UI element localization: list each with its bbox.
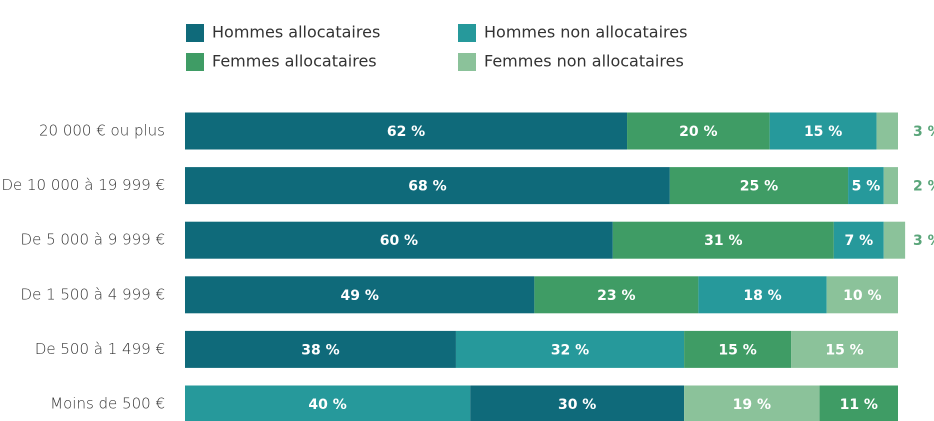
value-label: 23 % — [597, 288, 635, 304]
bar-segment — [534, 276, 699, 314]
value-label: 18 % — [743, 288, 781, 304]
category-label: 20 000 € ou plus — [39, 122, 165, 140]
value-label: 20 % — [679, 124, 717, 140]
legend-swatch — [458, 24, 476, 42]
value-label: 3 % — [913, 233, 934, 249]
bar-segment — [185, 330, 456, 368]
category-label: De 1 500 à 4 999 € — [21, 285, 165, 303]
bar-segment — [876, 112, 898, 150]
value-label: 10 % — [843, 288, 881, 304]
bar-segment — [185, 385, 471, 421]
bar-segment — [627, 112, 770, 150]
value-label: 32 % — [551, 342, 589, 358]
value-label: 49 % — [340, 288, 378, 304]
bar-segment — [612, 221, 834, 259]
value-label: 31 % — [704, 233, 742, 249]
legend-swatch — [458, 53, 476, 71]
bar-segment — [883, 221, 906, 259]
value-label: 3 % — [913, 124, 934, 140]
value-label: 30 % — [558, 397, 596, 413]
value-label: 68 % — [408, 179, 446, 195]
bar-segment — [684, 385, 820, 421]
bar-segment — [769, 112, 877, 150]
legend-swatch — [186, 53, 204, 71]
bar-segment — [455, 330, 685, 368]
legend-label: Hommes allocataires — [212, 23, 380, 42]
bar-segment — [826, 276, 898, 314]
category-label: De 500 à 1 499 € — [35, 340, 165, 358]
value-label: 62 % — [387, 124, 425, 140]
bar-segment — [669, 167, 849, 205]
legend-label: Femmes allocataires — [212, 52, 377, 71]
legend-label: Hommes non allocataires — [484, 23, 687, 42]
bar-segment — [470, 385, 685, 421]
bar-segment — [883, 167, 898, 205]
value-label: 15 % — [804, 124, 842, 140]
value-label: 60 % — [380, 233, 418, 249]
value-label: 15 % — [718, 342, 756, 358]
legend-swatch — [186, 24, 204, 42]
value-label: 5 % — [852, 179, 881, 195]
bar-segment — [833, 221, 884, 259]
bar-segment — [185, 112, 628, 150]
bar-segment — [819, 385, 898, 421]
category-label: De 10 000 à 19 999 € — [1, 176, 165, 194]
category-label: De 5 000 à 9 999 € — [21, 231, 165, 249]
bar-segment — [698, 276, 827, 314]
bar-segment — [185, 167, 670, 205]
legend-label: Femmes non allocataires — [484, 52, 684, 71]
value-label: 19 % — [733, 397, 771, 413]
bar-segment — [185, 276, 535, 314]
value-label: 11 % — [840, 397, 878, 413]
value-label: 15 % — [825, 342, 863, 358]
bar-segment — [185, 221, 613, 259]
bar-segment — [791, 330, 898, 368]
value-label: 2 % — [913, 179, 934, 195]
bar-segment — [684, 330, 792, 368]
value-label: 7 % — [844, 233, 873, 249]
value-label: 38 % — [301, 342, 339, 358]
bar-segment — [848, 167, 884, 205]
value-label: 40 % — [308, 397, 346, 413]
category-label: Moins de 500 € — [50, 395, 165, 413]
value-label: 25 % — [740, 179, 778, 195]
